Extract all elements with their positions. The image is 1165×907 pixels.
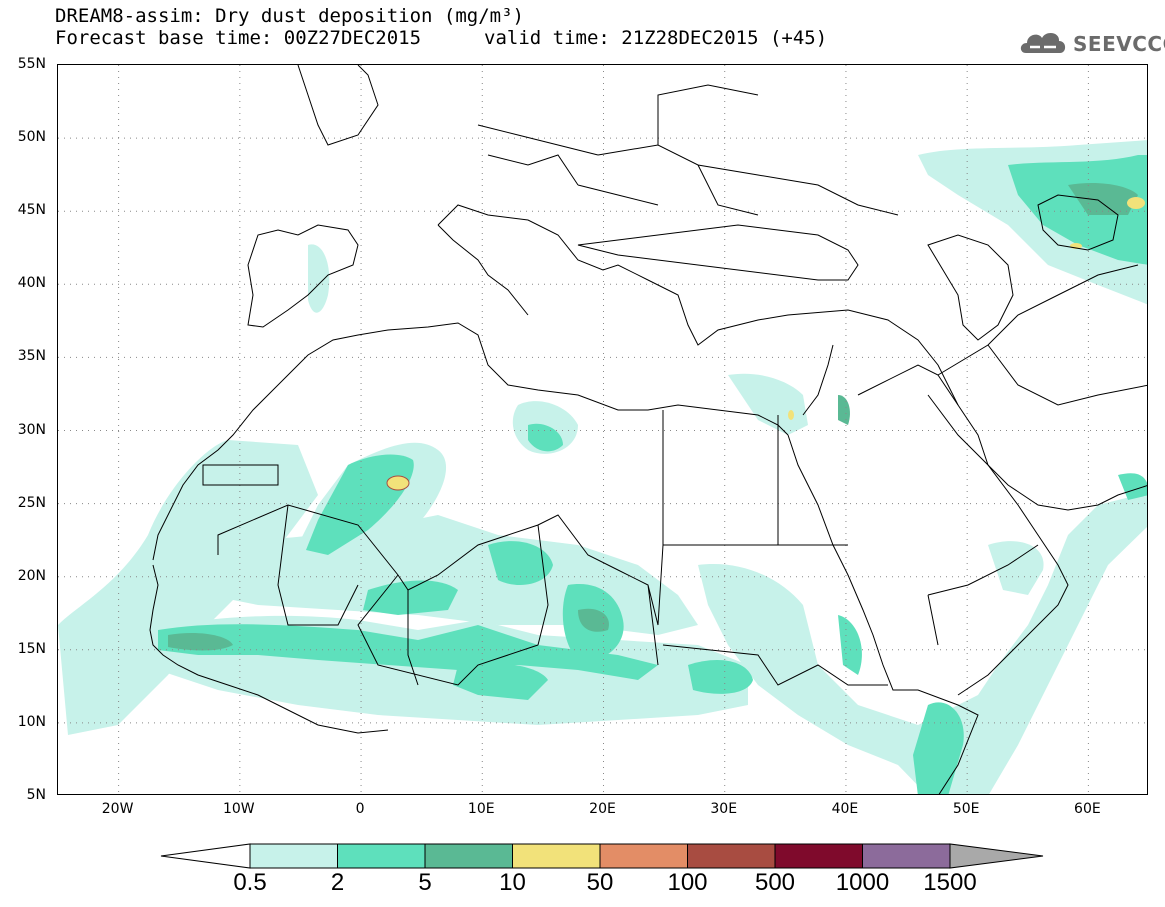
- coastlines-borders: [149, 65, 1147, 794]
- dust-area: [838, 615, 862, 675]
- legend-swatch: [862, 843, 951, 869]
- coastline: [787, 434, 979, 794]
- latitude-label: 50N: [17, 129, 46, 146]
- coastline: [149, 564, 389, 734]
- coastline: [802, 344, 834, 416]
- legend-swatch-below: [160, 843, 251, 869]
- map-plot-area[interactable]: [57, 64, 1148, 795]
- dust-area: [688, 660, 753, 694]
- legend-swatch: [687, 843, 776, 869]
- coastline: [1037, 194, 1119, 251]
- longitude-label: 10E: [467, 801, 495, 817]
- color-legend-bar: [160, 843, 1044, 869]
- seevccc-logo: SEEVCCC: [1018, 26, 1165, 60]
- legend-swatch: [512, 843, 601, 869]
- latitude-label: 5N: [26, 787, 46, 803]
- legend-level-label: 0.5: [233, 869, 267, 896]
- dust-area: [453, 663, 548, 700]
- forecast-base-time: Forecast base time: 00Z27DEC2015: [55, 27, 422, 49]
- latitude-label: 10N: [17, 713, 46, 730]
- logo-text: SEEVCCC: [1073, 32, 1165, 56]
- latitude-label: 30N: [17, 421, 46, 438]
- dust-area: [728, 373, 808, 435]
- longitude-label: 20W: [101, 801, 134, 817]
- dust-area: [1068, 183, 1138, 215]
- longitude-label: 30E: [710, 801, 738, 817]
- coastline: [577, 224, 859, 281]
- latitude-label: 55N: [17, 56, 46, 72]
- legend-level-label: 50: [586, 869, 614, 896]
- border: [202, 410, 888, 686]
- dust-area: [528, 423, 563, 452]
- legend-level-label: 1500: [923, 869, 977, 896]
- legend-swatch: [424, 843, 513, 869]
- coastline: [927, 234, 1014, 341]
- cloud-logo-icon: [1020, 32, 1066, 53]
- legend-level-label: 10: [499, 869, 526, 896]
- map-title: DREAM8-assim: Dry dust deposition (mg/m³…: [55, 5, 524, 27]
- border: [477, 84, 1147, 646]
- legend-level-label: 1000: [835, 869, 890, 896]
- longitude-label: 0: [355, 801, 365, 817]
- dust-area: [838, 395, 850, 425]
- dust-hotspot: [386, 475, 410, 491]
- dust-area: [698, 486, 1147, 794]
- legend-level-label: 500: [754, 869, 796, 896]
- legend-swatch: [249, 843, 338, 869]
- dust-area: [488, 541, 553, 585]
- latitude-label: 25N: [17, 494, 46, 511]
- longitude-label: 20E: [589, 801, 616, 817]
- legend-level-label: 100: [667, 869, 708, 896]
- dust-area: [988, 541, 1044, 595]
- longitude-label: 40E: [831, 801, 859, 817]
- valid-time: valid time: 21Z28DEC2015 (+45): [484, 27, 828, 49]
- latitude-label: 20N: [17, 567, 46, 584]
- dust-hotspot: [788, 410, 794, 420]
- coastline: [247, 224, 359, 328]
- latitude-label: 45N: [17, 202, 46, 219]
- latitude-label: 35N: [17, 348, 46, 365]
- dust-area: [308, 244, 330, 313]
- legend-swatch: [337, 843, 426, 869]
- dust-area: [168, 633, 233, 651]
- longitude-label: 10W: [222, 801, 255, 817]
- legend-swatches: [160, 843, 1044, 869]
- coastline: [437, 204, 1147, 511]
- latitude-label: 40N: [17, 275, 46, 292]
- coastline: [152, 322, 789, 561]
- dust-hotspot: [1127, 197, 1145, 209]
- dust-area: [913, 702, 964, 794]
- latitude-label: 15N: [17, 640, 46, 657]
- legend-level-label: 5: [418, 869, 432, 896]
- dust-area: [306, 454, 414, 555]
- longitude-label: 60E: [1074, 801, 1101, 817]
- longitude-label: 50E: [952, 801, 980, 817]
- dust-area: [1118, 473, 1147, 500]
- coastline: [437, 224, 529, 316]
- map-canvas: [58, 65, 1147, 794]
- legend-swatch-above: [949, 843, 1044, 869]
- legend-swatch: [774, 843, 863, 869]
- legend-level-label: 2: [330, 869, 345, 896]
- dust-area: [1008, 155, 1147, 265]
- legend-swatch: [599, 843, 688, 869]
- dust-area: [58, 440, 318, 735]
- coastline: [927, 394, 1069, 696]
- coastline: [297, 65, 379, 146]
- dust-area: [578, 608, 609, 632]
